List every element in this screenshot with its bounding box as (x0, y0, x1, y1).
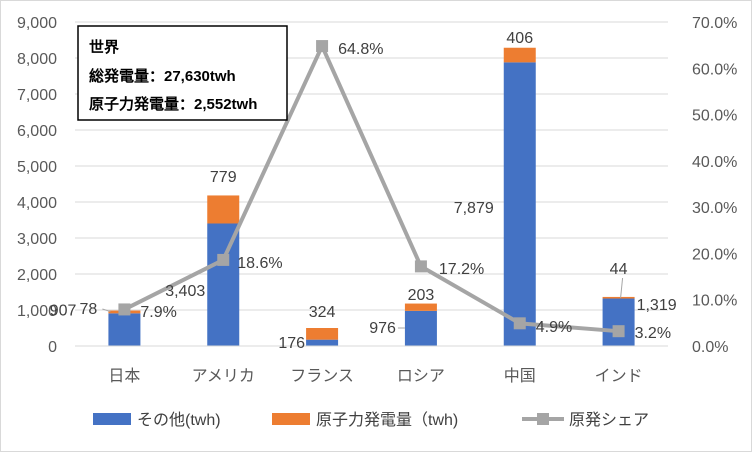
legend: その他(twh) 原子力発電量（twh) 原発シェア (93, 411, 649, 429)
leader-line (620, 277, 624, 298)
legend-label-nuclear: 原子力発電量（twh) (316, 411, 458, 429)
data-label-nuclear: 78 (80, 301, 98, 318)
data-label-other: 976 (369, 320, 396, 337)
y-right-tick-label: 60.0% (692, 61, 737, 78)
share-line (118, 40, 625, 338)
bar-nuclear (207, 195, 240, 224)
data-label-share: 18.6% (237, 255, 282, 272)
axes: 0 1,000 2,000 3,000 4,000 5,000 6,000 7,000 8,00… (17, 15, 737, 385)
share-line-path (123, 44, 619, 334)
annotation-line-2: 総発電量：27,630twh (89, 67, 236, 85)
data-label-share: 4.9% (536, 319, 572, 336)
y-left-tick-label: 2,000 (17, 267, 57, 284)
y-left-tick-label: 6,000 (17, 123, 57, 140)
data-label-nuclear: 44 (610, 261, 628, 278)
y-left-tick-label: 7,000 (17, 87, 57, 104)
legend-label-other: その他(twh) (137, 411, 221, 429)
annotation-line-1: 世界 (89, 38, 119, 56)
bar-other (503, 62, 536, 347)
y-left-tick-label: 1,000 (17, 303, 57, 320)
y-right-tick-label: 0.0% (692, 339, 728, 356)
bar-nuclear (306, 328, 339, 340)
data-label-share: 7.9% (140, 304, 176, 321)
share-marker (612, 325, 625, 338)
bar-other (108, 313, 141, 346)
x-tick-label: フランス (290, 368, 354, 385)
y-right-tick-label: 50.0% (692, 108, 737, 125)
share-marker (118, 303, 131, 316)
leader-lines (102, 277, 624, 329)
data-label-nuclear: 779 (210, 169, 237, 186)
y-left-tick-label: 9,000 (17, 15, 57, 32)
data-label-share: 3.2% (635, 325, 671, 342)
legend-swatch-other (93, 413, 131, 425)
x-tick-label: インド (595, 368, 643, 385)
y-right-tick-label: 40.0% (692, 154, 737, 171)
share-marker (414, 260, 427, 273)
y-left-tick-label: 3,000 (17, 231, 57, 248)
bar-other (306, 339, 339, 346)
y-left-tick-label: 8,000 (17, 51, 57, 68)
legend-swatch-nuclear (272, 413, 310, 425)
bar-other (404, 310, 437, 346)
x-tick-label: ロシア (397, 368, 445, 385)
y-right-tick-label: 20.0% (692, 246, 737, 263)
x-tick-label: 中国 (504, 367, 536, 385)
share-marker (513, 317, 526, 330)
leader-line (102, 308, 111, 313)
data-label-nuclear: 324 (309, 304, 336, 321)
x-tick-label: アメリカ (192, 368, 255, 385)
y-left-tick-label: 0 (48, 339, 57, 356)
legend-label-share: 原発シェア (569, 411, 649, 429)
data-label-other: 3,403 (165, 283, 205, 300)
annotation-line-3: 原子力発電量：2,552twh (89, 95, 257, 113)
y-left-tick-label: 4,000 (17, 195, 57, 212)
y-right-tick-label: 10.0% (692, 293, 737, 310)
y-right-tick-label: 70.0% (692, 15, 737, 32)
bar-nuclear (404, 303, 437, 311)
bar-other (602, 298, 635, 346)
y-right-tick-label: 30.0% (692, 200, 737, 217)
x-tick-label: 日本 (108, 367, 140, 385)
data-labels: 907 78 7.9%3,40377918.6%17632464.8%9762031… (50, 30, 677, 352)
bar-other (207, 223, 240, 346)
data-label-other: 176 (278, 335, 305, 352)
data-label-share: 17.2% (439, 261, 484, 278)
data-label-nuclear: 406 (506, 30, 533, 47)
share-marker (217, 253, 230, 266)
data-label-other: 7,879 (454, 200, 494, 217)
bar-nuclear (503, 47, 536, 63)
data-label-share: 64.8% (338, 41, 383, 58)
data-label-other: 907 (50, 302, 77, 319)
bar-nuclear (602, 296, 635, 299)
data-label-nuclear: 203 (408, 287, 435, 304)
y-left-tick-label: 5,000 (17, 159, 57, 176)
annotation-box-frame (77, 25, 288, 121)
share-marker (316, 40, 329, 53)
legend-marker-share (537, 413, 549, 425)
annotation-box: 世界 総発電量：27,630twh 原子力発電量：2,552twh (77, 25, 288, 121)
data-label-other: 1,319 (637, 297, 677, 314)
